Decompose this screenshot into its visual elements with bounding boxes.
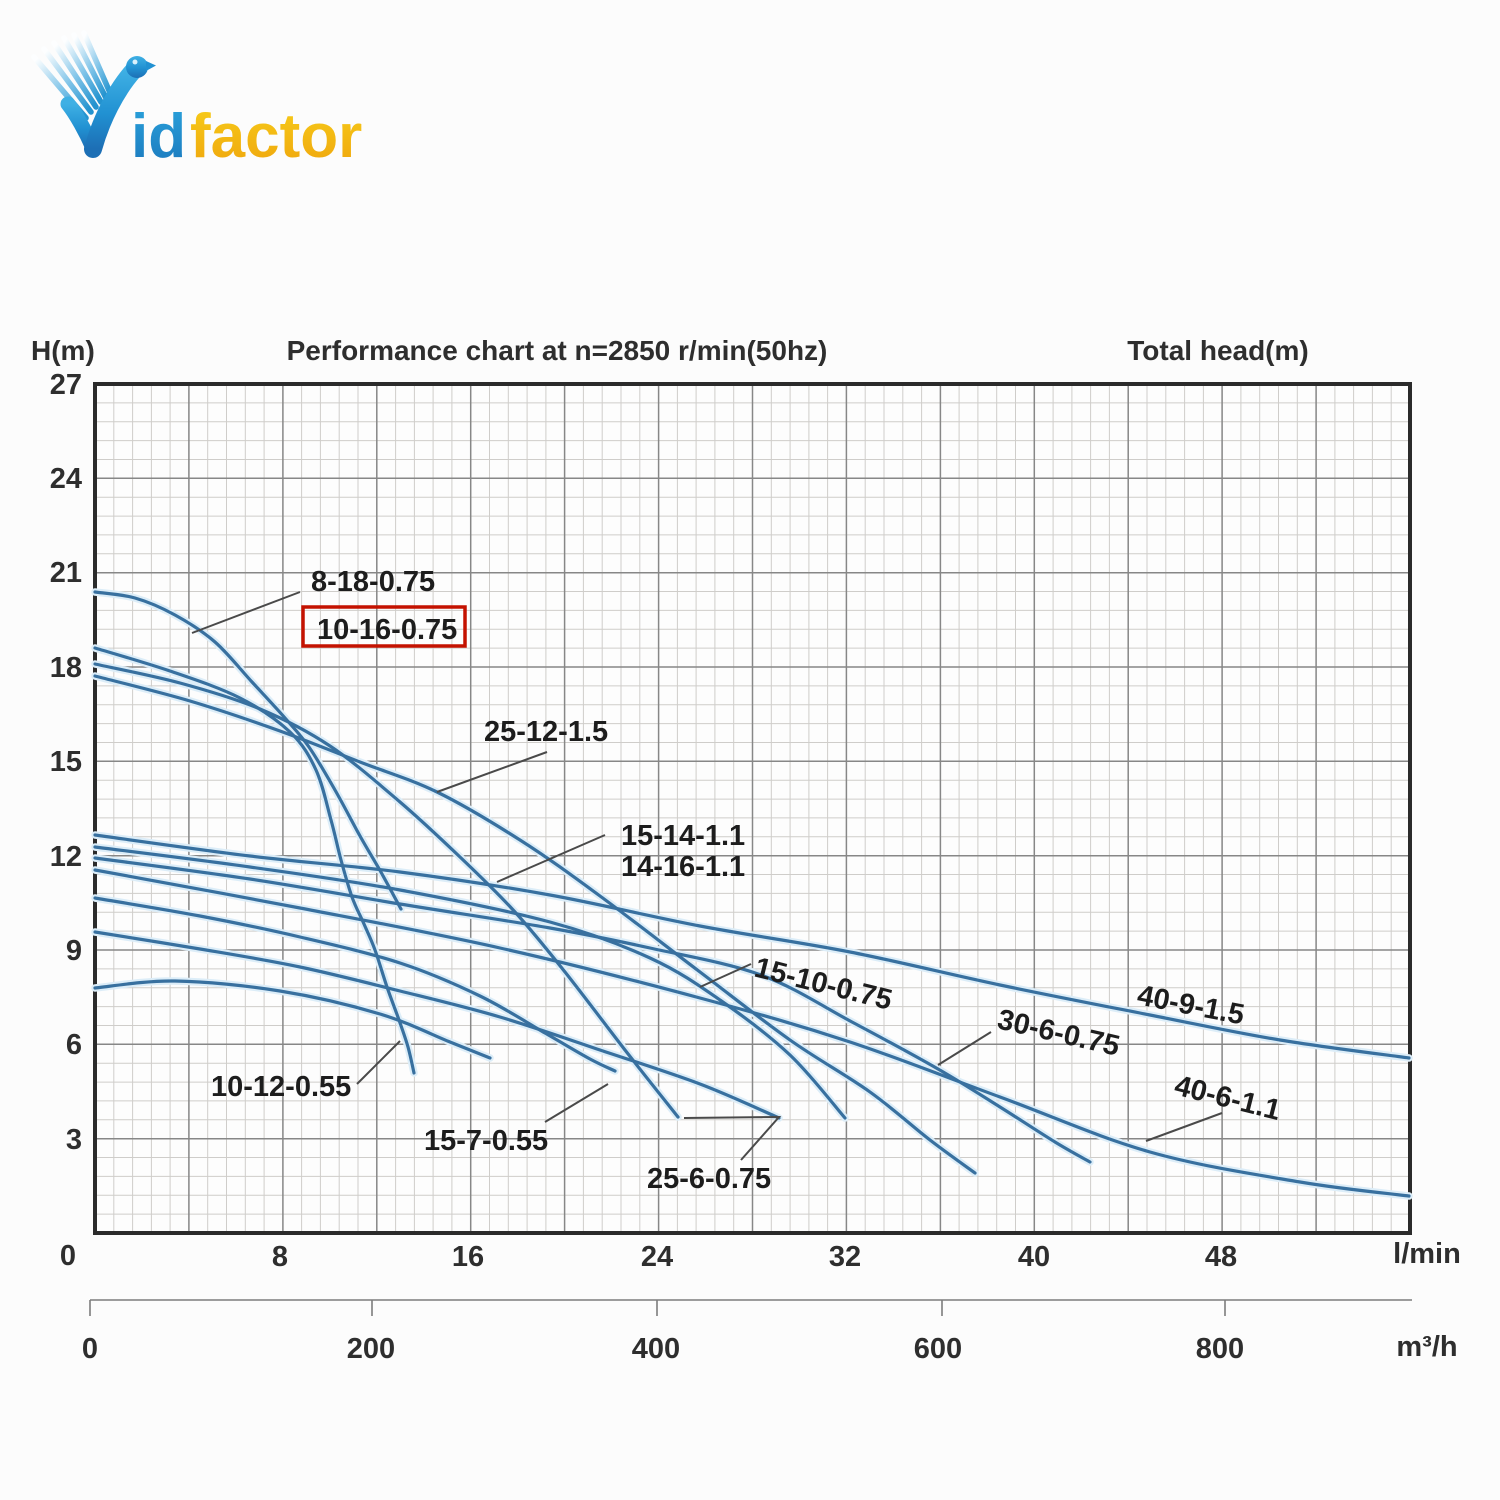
svg-text:8: 8 — [272, 1241, 288, 1273]
svg-text:21: 21 — [50, 557, 82, 589]
svg-text:25-12-1.5: 25-12-1.5 — [484, 716, 608, 748]
svg-text:Performance chart at n=2850 r/: Performance chart at n=2850 r/min(50hz) — [287, 335, 828, 366]
svg-text:40: 40 — [1018, 1241, 1050, 1273]
svg-text:15-7-0.55: 15-7-0.55 — [424, 1125, 548, 1157]
svg-text:10-12-0.55: 10-12-0.55 — [211, 1071, 351, 1103]
svg-text:8-18-0.75: 8-18-0.75 — [311, 566, 435, 598]
svg-text:9: 9 — [66, 935, 82, 967]
svg-text:15-14-1.1: 15-14-1.1 — [621, 820, 745, 852]
svg-text:m³/h: m³/h — [1396, 1331, 1457, 1363]
svg-text:600: 600 — [914, 1333, 962, 1365]
svg-text:factor: factor — [190, 102, 362, 171]
svg-text:0: 0 — [60, 1240, 76, 1272]
svg-text:32: 32 — [829, 1241, 861, 1273]
svg-text:10-16-0.75: 10-16-0.75 — [317, 614, 457, 646]
svg-text:Total head(m): Total head(m) — [1127, 335, 1308, 366]
svg-text:18: 18 — [50, 652, 82, 684]
svg-text:15: 15 — [50, 746, 82, 778]
svg-text:3: 3 — [66, 1124, 82, 1156]
svg-text:H(m): H(m) — [31, 335, 95, 366]
svg-text:id: id — [131, 102, 186, 171]
svg-text:16: 16 — [452, 1241, 484, 1273]
svg-text:48: 48 — [1205, 1241, 1237, 1273]
svg-text:14-16-1.1: 14-16-1.1 — [621, 851, 745, 883]
svg-text:24: 24 — [50, 463, 82, 495]
svg-text:800: 800 — [1196, 1333, 1244, 1365]
svg-text:200: 200 — [347, 1333, 395, 1365]
svg-text:6: 6 — [66, 1029, 82, 1061]
svg-text:27: 27 — [50, 369, 82, 401]
svg-text:25-6-0.75: 25-6-0.75 — [647, 1163, 771, 1195]
svg-text:24: 24 — [641, 1241, 673, 1273]
svg-text:0: 0 — [82, 1333, 98, 1365]
svg-text:12: 12 — [50, 841, 82, 873]
svg-text:l/min: l/min — [1393, 1238, 1461, 1270]
svg-text:400: 400 — [632, 1333, 680, 1365]
